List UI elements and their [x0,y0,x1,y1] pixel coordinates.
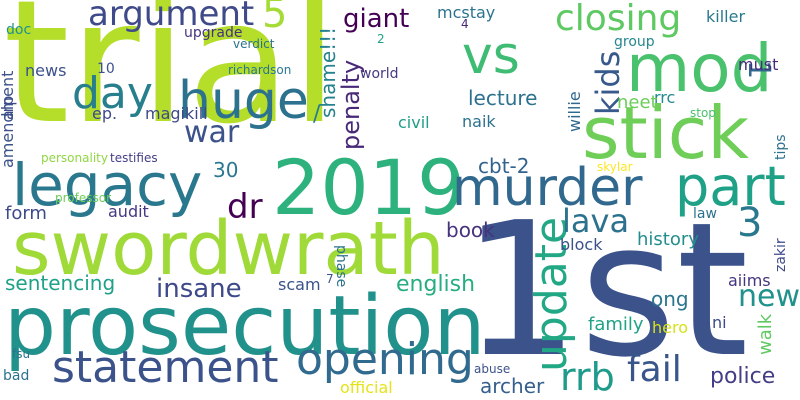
word-ong: law [693,206,717,222]
word-aiims: naik [462,112,496,131]
word-dr: dr [227,187,263,227]
word-stop: scam [278,275,321,294]
word-4: news [25,61,67,80]
word-3: 3 [737,200,763,246]
word-opening: opening [296,334,474,385]
word-rrc: ong [651,287,689,311]
word-insane: insane [156,274,242,304]
word-10: mcstay [437,3,496,22]
word-giant: giant [343,4,410,34]
word-rrb: rrb [560,355,615,399]
word-swordwrath: swordwrath [12,206,445,292]
word-professor: skylar [597,160,633,174]
word-walk: audit [108,202,149,221]
word-murder: murder [452,158,643,218]
word-huge: huge [178,71,309,131]
word-ep: verdict [233,37,275,51]
word-shame: shame!!! [316,26,340,118]
word-zakir: 30 [213,158,239,182]
word-30: walk [755,313,776,355]
word-archer: archer [480,374,545,398]
word-day: day [72,68,153,119]
word-naik: ep. [92,104,118,123]
word-cbt-2: family [588,314,644,335]
word-sentencing: sentencing [5,271,116,295]
word-book: aiims [728,271,771,290]
word-skylar: stop [690,106,716,120]
word-prosecution: prosecution [4,279,486,374]
word-world: upgrade [184,25,243,41]
word-2019: 2019 [272,143,466,232]
word-audit: ni [712,313,727,332]
word-legacy: legacy [12,151,203,219]
word-richardson: 2 [377,32,385,46]
word-abuse: abuse [474,362,511,376]
word-5: 5 [262,0,288,37]
word-news: personality [41,151,108,165]
word-closing: closing [555,0,682,39]
word-must: world [360,66,399,82]
word-phase: history [637,229,699,250]
word-7: phase [333,245,349,288]
word-1st: 1st [462,182,749,398]
word-slash: / [313,102,321,127]
word-neet: magikill [145,104,208,123]
word-mcstay: killer [706,7,746,26]
word-english: english [396,272,476,297]
word-official: official [340,378,393,397]
word-alp: lecture [468,86,538,110]
word-personality: testifies [110,151,158,165]
word-form: hero [652,318,688,337]
word-2: doc [6,22,32,38]
word-trial: trial [3,0,339,162]
word-lava: lava [562,202,630,240]
word-hero: must [738,55,779,74]
word-new: new [738,279,800,314]
word-war: war [184,115,240,150]
word-law: civil [398,113,430,132]
word-argument: argument [88,0,255,34]
word-ni: neet [617,92,658,113]
word-part: part [675,155,786,218]
word-magikill: richardson [228,63,292,77]
word-family: willie [565,91,584,132]
word-history: zakir [773,238,789,272]
word-bad: bad [3,368,30,384]
word-lecture: block [560,235,603,254]
word-fsu: fsu [12,347,31,361]
word-killer: amendment [0,70,17,168]
word-statement: statement [52,342,279,393]
word-testifies: professor [55,191,112,205]
word-civil: 10 [97,61,115,77]
word-block: tips [773,134,789,160]
word-stick: stick [582,91,750,175]
word-amendment: rrc [654,88,676,107]
word-fail: fail [627,349,682,390]
word-upgrade: 4 [461,17,469,31]
word-willie: cbt-2 [478,154,530,178]
word-scam: 7 [326,272,334,286]
word-vs: vs [462,26,520,86]
word-tips: form [5,203,47,224]
word-police: police [710,364,776,389]
word-mod: mod [626,30,773,107]
word-doc: book [446,218,495,242]
word-verdict: group [614,34,655,50]
